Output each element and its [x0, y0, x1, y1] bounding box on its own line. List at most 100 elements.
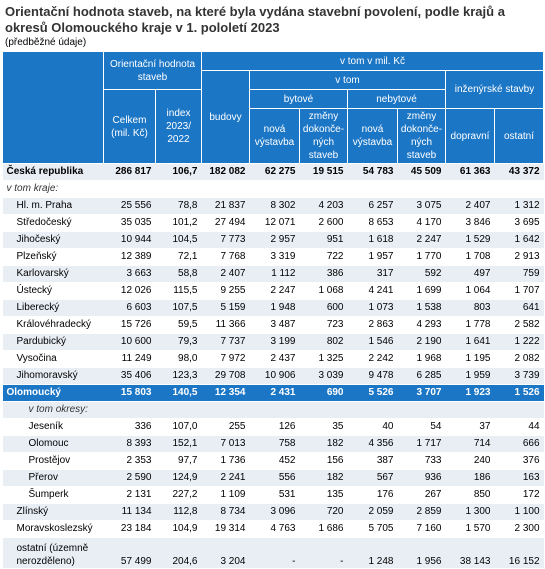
cell-value: 9 478	[347, 367, 398, 385]
table-row: Středočeský 35 035 101,2 27 494 12 071 2 600 8…	[2, 214, 544, 232]
row-label: Pardubický	[2, 333, 104, 351]
cell-value: 1 778	[445, 316, 495, 334]
table-row: Moravskoslezský 23 184 104,9 19 314 4 763 1 6…	[2, 520, 544, 538]
cell-value: 35 035	[103, 214, 156, 232]
cell-value: 3 695	[494, 214, 544, 232]
row-label: Olomoucký	[2, 384, 104, 402]
table-row: Olomoucký 15 803 140,5 12 354 2 431 690 5 526 3…	[2, 384, 544, 402]
cell-value: 803	[445, 299, 495, 317]
cell-value: 8 302	[249, 197, 300, 215]
row-label: Hl. m. Praha	[2, 197, 104, 215]
cell-value: 21 837	[201, 197, 250, 215]
cell-value: 592	[397, 265, 446, 283]
table-row: Vysočina 11 249 98,0 7 972 2 437 1 325 2 242 1 …	[2, 350, 544, 368]
cell-value: 62 275	[249, 163, 300, 181]
header-inzenyrske: inženýrské stavby	[444, 70, 545, 109]
cell-value: 758	[249, 435, 300, 453]
cell-value: 8 653	[347, 214, 398, 232]
cell-value: 2 913	[494, 248, 544, 266]
row-label: Moravskoslezský	[2, 520, 104, 538]
cell-value: 1 300	[445, 503, 495, 521]
cell-value: 10 906	[249, 367, 300, 385]
cell-value: 2 590	[103, 469, 156, 487]
page-subtitle: (předběžné údaje)	[5, 37, 87, 48]
cell-value: 16 152	[494, 537, 544, 569]
table-row: Ústecký 12 026 115,5 9 255 2 247 1 068 4 241 1 …	[2, 282, 544, 300]
cell-value: 2 582	[494, 316, 544, 334]
cell-value: 1 112	[249, 265, 300, 283]
cell-value: 452	[249, 452, 300, 470]
header-dopravni: dopravní	[445, 108, 495, 164]
cell-value: 2 131	[103, 486, 156, 504]
row-label: Vysočina	[2, 350, 104, 368]
header-nova-vystavba-bytove: nová výstavba	[249, 108, 300, 164]
cell-value: 3 204	[201, 537, 250, 569]
cell-value: 2 247	[397, 231, 446, 249]
cell-value: 7 737	[201, 333, 250, 351]
header-zmeny-nebytove: změny dokonče-ných staveb	[397, 108, 446, 164]
cell-value: 4 356	[347, 435, 398, 453]
cell-value: 38 143	[445, 537, 495, 569]
row-label: v tom kraje:	[2, 180, 544, 198]
cell-value: 3 039	[299, 367, 348, 385]
row-label: Karlovarský	[2, 265, 104, 283]
table-section-row: v tom okresy:	[2, 401, 544, 419]
cell-value: 255	[201, 418, 250, 436]
cell-value: 182	[299, 469, 348, 487]
cell-value: 135	[299, 486, 348, 504]
cell-value: -	[299, 537, 348, 569]
cell-value: 1 708	[445, 248, 495, 266]
cell-value: 7 773	[201, 231, 250, 249]
table-row: Pardubický 10 600 79,3 7 737 3 199 802 1 546 2 …	[2, 333, 544, 351]
header-zmeny-bytove: změny dokonče-ných staveb	[299, 108, 348, 164]
header-celkem: Celkem (mil. Kč)	[103, 89, 156, 164]
cell-value: 1 957	[347, 248, 398, 266]
row-label: Jeseník	[2, 418, 104, 436]
cell-value: 2 241	[201, 469, 250, 487]
cell-value: 97,7	[155, 452, 202, 470]
cell-value: 37	[445, 418, 495, 436]
cell-value: 4 763	[249, 520, 300, 538]
cell-value: 3 487	[249, 316, 300, 334]
cell-value: 1 248	[347, 537, 398, 569]
cell-value: 2 859	[397, 503, 446, 521]
row-label: Jihomoravský	[2, 367, 104, 385]
table-row: Karlovarský 3 663 58,8 2 407 1 112 386 317 592 4…	[2, 265, 544, 283]
cell-value: 29 708	[201, 367, 250, 385]
cell-value: 2 247	[249, 282, 300, 300]
cell-value: 1 195	[445, 350, 495, 368]
cell-value: 79,3	[155, 333, 202, 351]
cell-value: 1 538	[397, 299, 446, 317]
cell-value: 124,9	[155, 469, 202, 487]
cell-value: 106,7	[155, 163, 202, 181]
cell-value: 43 372	[494, 163, 544, 181]
cell-value: 1 100	[494, 503, 544, 521]
row-label: Česká republika	[2, 163, 104, 181]
cell-value: 722	[299, 248, 348, 266]
row-label: Plzeňský	[2, 248, 104, 266]
cell-value: 57 499	[103, 537, 156, 569]
cell-value: 3 199	[249, 333, 300, 351]
row-label: Šumperk	[2, 486, 104, 504]
cell-value: 733	[397, 452, 446, 470]
cell-value: 2 082	[494, 350, 544, 368]
cell-value: 1 948	[249, 299, 300, 317]
cell-value: 2 600	[299, 214, 348, 232]
cell-value: 104,9	[155, 520, 202, 538]
cell-value: 1 325	[299, 350, 348, 368]
cell-value: 186	[445, 469, 495, 487]
cell-value: 8 734	[201, 503, 250, 521]
cell-value: 802	[299, 333, 348, 351]
table-row: Česká republika 286 817 106,7 182 082 62 275…	[2, 163, 544, 181]
cell-value: 1 068	[299, 282, 348, 300]
cell-value: 12 026	[103, 282, 156, 300]
cell-value: 35 406	[103, 367, 156, 385]
cell-value: 1 968	[397, 350, 446, 368]
cell-value: 176	[347, 486, 398, 504]
cell-value: 2 242	[347, 350, 398, 368]
cell-value: 2 863	[347, 316, 398, 334]
cell-value: 2 353	[103, 452, 156, 470]
row-label: Prostějov	[2, 452, 104, 470]
cell-value: 11 366	[201, 316, 250, 334]
cell-value: 4 293	[397, 316, 446, 334]
